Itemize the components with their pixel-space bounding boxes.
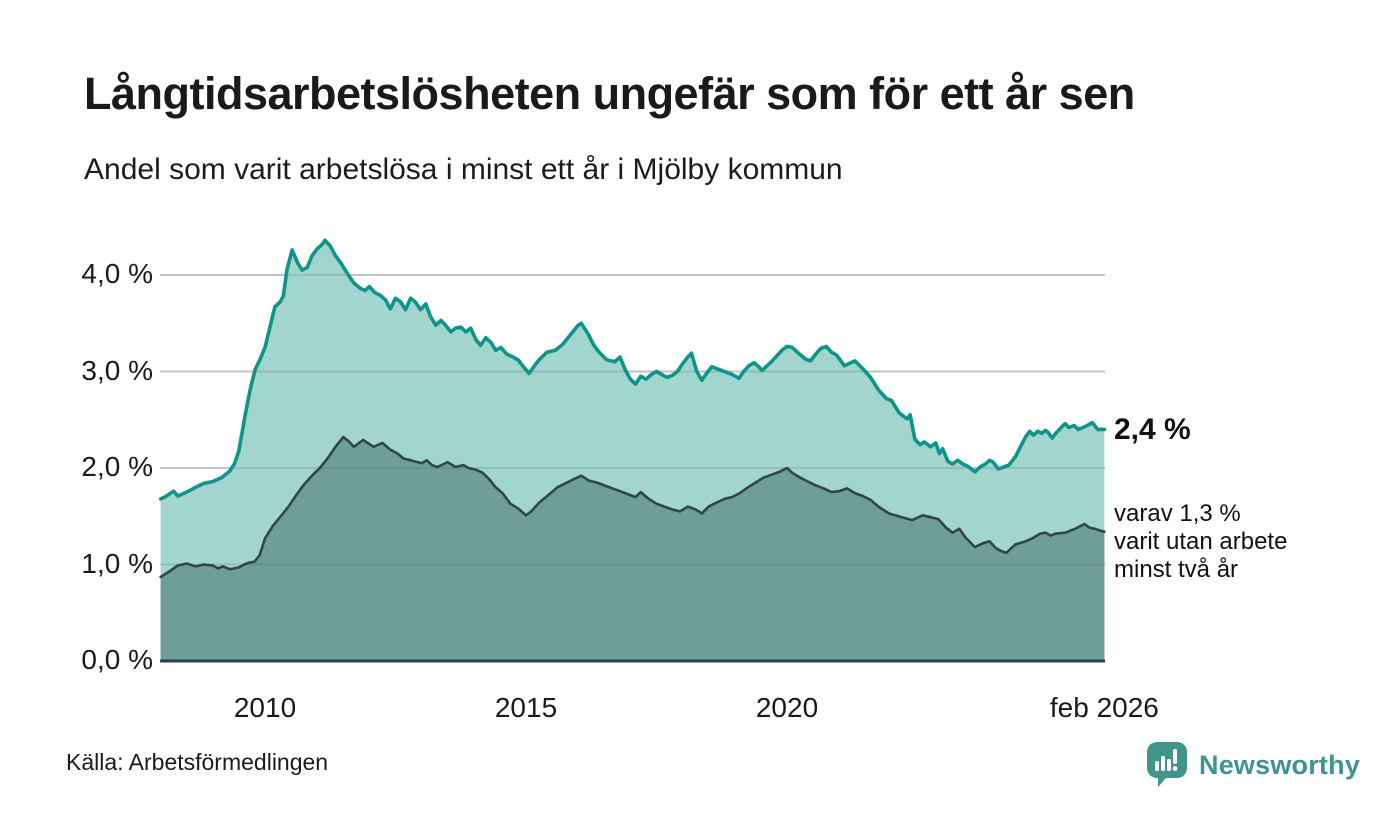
y-tick-label: 1,0 % [81,547,153,579]
series-area-one-year [160,240,1105,662]
gridlines [160,274,1105,566]
gridlines-overlay [160,274,1105,566]
newsworthy-logo-text: Newsworthy [1199,749,1361,780]
secondary-annotation-line2: varit utan arbete [1114,528,1288,555]
y-tick-label: 4,0 % [81,258,153,289]
y-tick-label: 3,0 % [81,354,153,386]
x-tick-label: 2020 [755,692,819,723]
logo-bar-2 [1161,756,1165,771]
secondary-annotation-line3: minst två år [1114,556,1239,583]
y-tick-label: 2,0 % [81,451,153,482]
y-tick-label: 0,0 % [81,644,153,675]
series-area-two-years [160,437,1105,661]
logo-exclamation-bar [1173,749,1177,764]
source-caption: Källa: Arbetsförmedlingen [66,749,329,775]
x-tick-label: 2010 [233,692,297,723]
latest-value-label: 2,4 % [1114,413,1191,446]
secondary-annotation-line1: varav 1,3 % [1114,500,1241,527]
series-line-one-year [158,238,1107,501]
page-title: Långtidsarbetslösheten ungefär som för e… [84,68,1135,119]
secondary-value-annotation: varav 1,3 % varit utan arbete minst två … [1114,500,1287,584]
series-line-two-years [159,435,1106,579]
x-tick-label: feb 2026 [1049,692,1159,723]
x-tick-label: 2015 [494,692,558,723]
logo-bar-3 [1167,759,1171,771]
page-subtitle: Andel som varit arbetslösa i minst ett å… [84,153,843,186]
logo-exclamation-dot [1172,766,1178,771]
newsworthy-logo-icon [1147,742,1187,787]
logo-bar-1 [1155,761,1159,771]
newsworthy-logo: Newsworthy [1147,742,1360,788]
